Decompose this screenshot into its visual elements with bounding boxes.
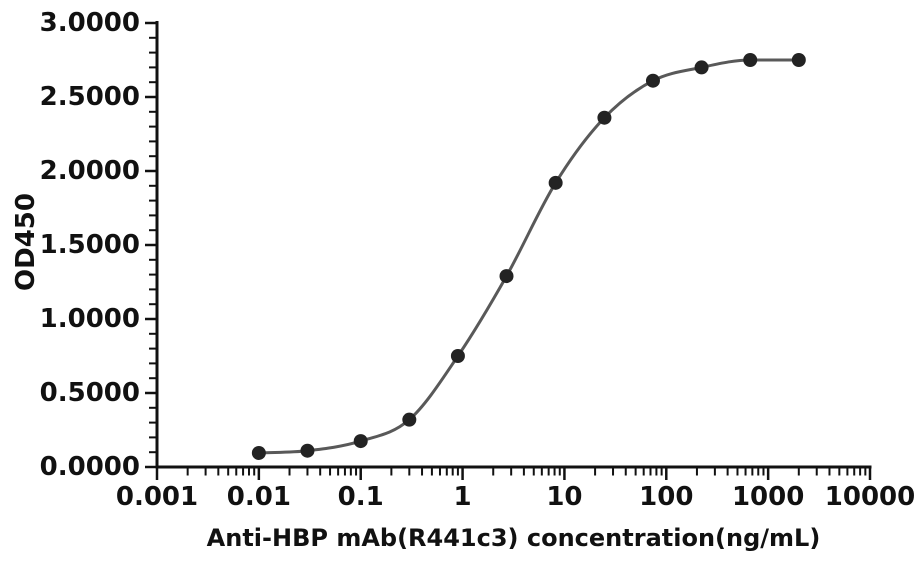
x-tick-label: 10000	[825, 482, 915, 512]
y-tick-label: 0.5000	[40, 378, 140, 408]
curve-line	[257, 58, 801, 455]
data-point-marker	[402, 412, 417, 427]
x-tick-label: 0.01	[227, 482, 291, 512]
y-tick-label: 2.0000	[40, 156, 140, 186]
data-point-marker	[694, 60, 709, 75]
data-point-marker	[548, 175, 563, 190]
y-axis-title: OD450	[11, 193, 41, 291]
data-point-marker	[743, 53, 758, 67]
data-point-marker	[353, 434, 368, 449]
data-point-marker	[791, 53, 806, 67]
data-point-marker	[499, 269, 514, 284]
y-tick-label: 1.5000	[40, 230, 140, 260]
data-point-marker	[645, 73, 660, 88]
x-tick-label: 100	[639, 482, 693, 512]
data-point-marker	[251, 445, 266, 460]
x-tick-label: 0.1	[338, 482, 384, 512]
data-point-marker	[300, 443, 315, 458]
x-axis-title: Anti-HBP mAb(R441c3) concentration(ng/mL…	[206, 524, 821, 552]
x-tick-label: 1	[454, 482, 472, 512]
y-tick-label: 3.0000	[40, 8, 140, 38]
y-tick-label: 1.0000	[40, 304, 140, 334]
x-tick-label: 0.001	[116, 482, 198, 512]
data-point-marker	[450, 349, 465, 363]
x-tick-label: 10	[546, 482, 582, 512]
data-point-marker	[597, 110, 612, 125]
x-tick-label: 1000	[732, 482, 804, 512]
y-tick-label: 0.0000	[40, 452, 140, 482]
y-tick-label: 2.5000	[40, 82, 140, 112]
